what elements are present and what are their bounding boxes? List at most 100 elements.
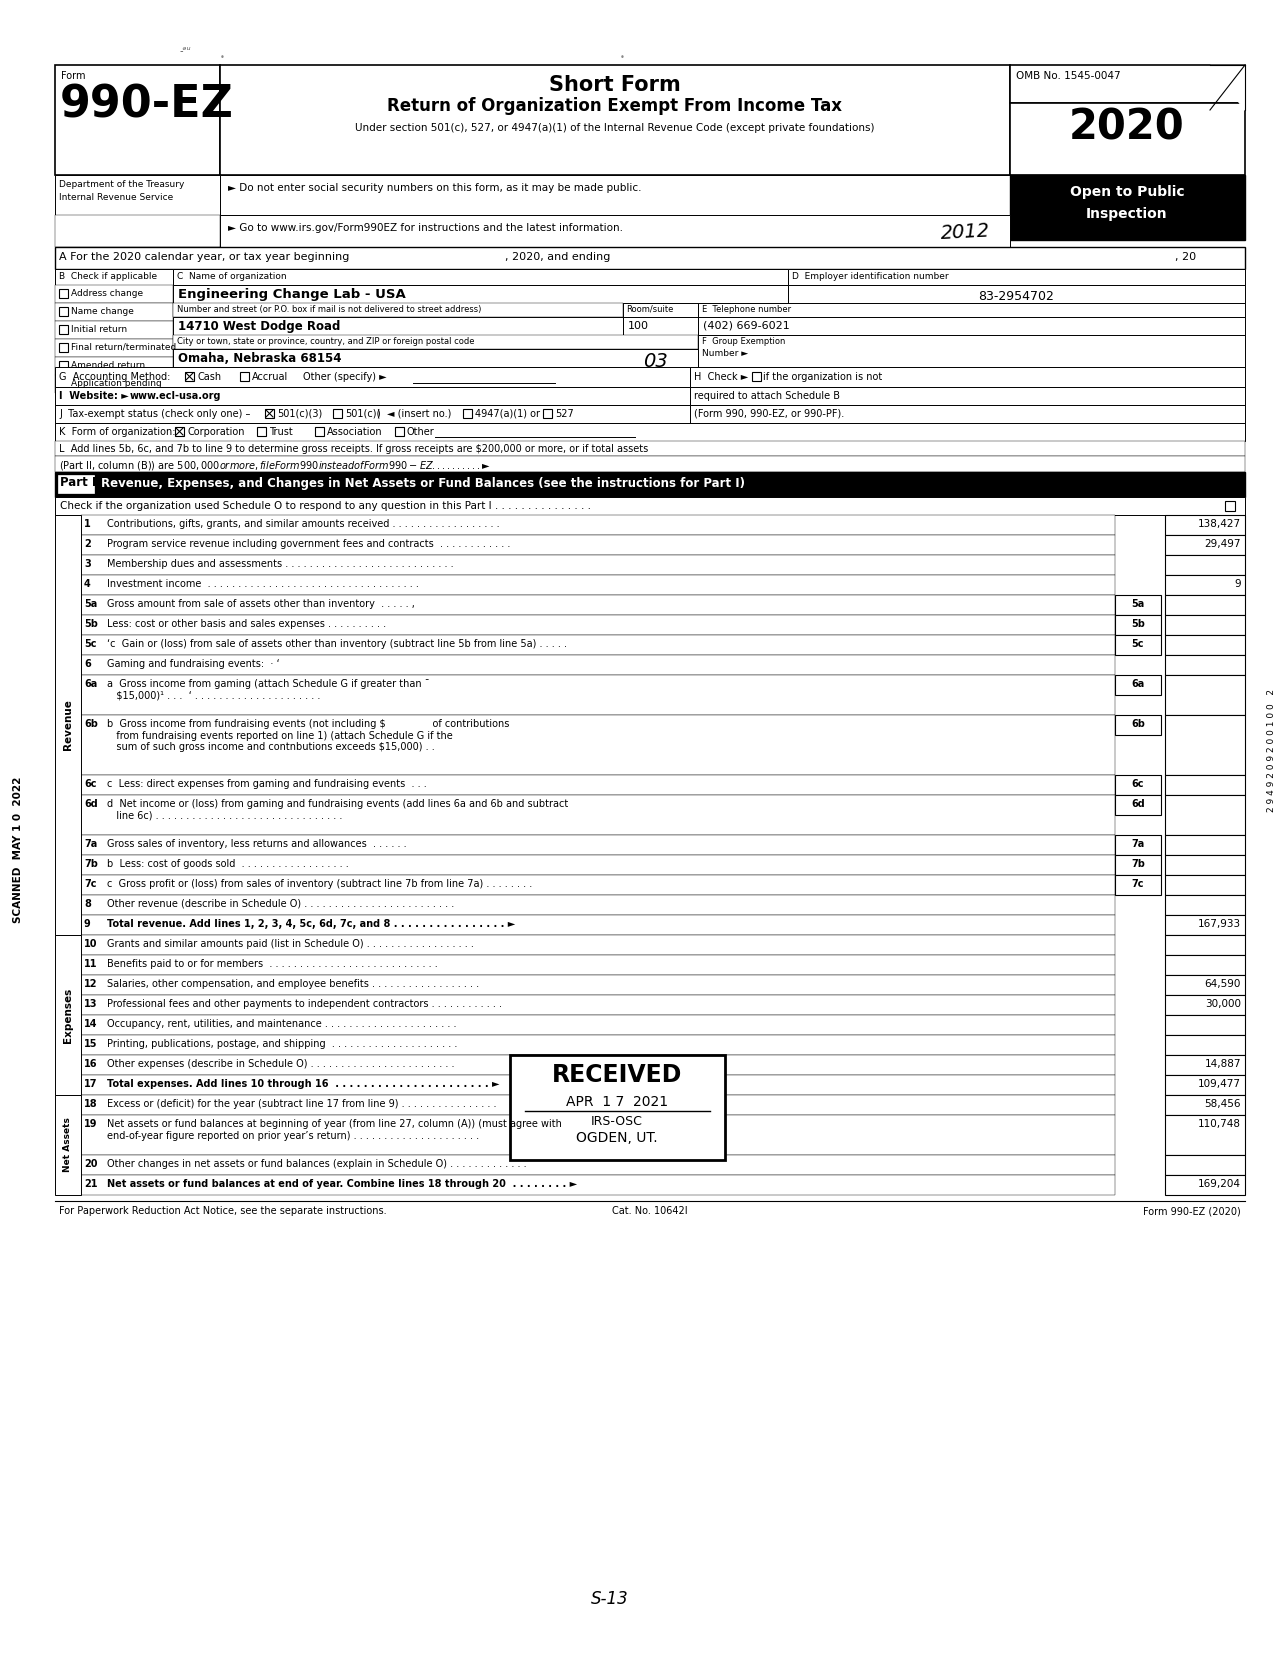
- Bar: [55, 175, 220, 215]
- Bar: [1166, 615, 1245, 635]
- Text: Program service revenue including government fees and contracts  . . . . . . . .: Program service revenue including govern…: [107, 539, 510, 549]
- Bar: [1166, 796, 1245, 835]
- Text: 527: 527: [555, 409, 573, 418]
- Text: Under section 501(c), 527, or 4947(a)(1) of the Internal Revenue Code (except pr: Under section 501(c), 527, or 4947(a)(1)…: [355, 122, 875, 132]
- Bar: [81, 675, 1115, 715]
- Bar: [1166, 1075, 1245, 1095]
- Text: Engineering Change Lab - USA: Engineering Change Lab - USA: [178, 288, 406, 301]
- Bar: [81, 635, 1115, 655]
- Bar: [1166, 835, 1245, 855]
- Text: Excess or (deficit) for the year (subtract line 17 from line 9) . . . . . . . . : Excess or (deficit) for the year (subtra…: [107, 1098, 496, 1108]
- Text: OMB No. 1545-0047: OMB No. 1545-0047: [1016, 71, 1121, 81]
- Text: Net assets or fund balances at beginning of year (from line 27, column (A)) (mus: Net assets or fund balances at beginning…: [107, 1120, 562, 1141]
- Text: IRS-OSC: IRS-OSC: [591, 1115, 643, 1128]
- Bar: [55, 65, 220, 175]
- Bar: [55, 442, 1245, 457]
- Text: 21: 21: [84, 1179, 98, 1189]
- Text: d  Net income or (loss) from gaming and fundraising events (add lines 6a and 6b : d Net income or (loss) from gaming and f…: [107, 799, 568, 820]
- Bar: [690, 405, 1245, 423]
- Text: 58,456: 58,456: [1204, 1098, 1242, 1108]
- Text: Internal Revenue Service: Internal Revenue Service: [59, 194, 174, 202]
- Bar: [81, 655, 1115, 675]
- Text: 7c: 7c: [1132, 878, 1144, 888]
- Bar: [1166, 1055, 1245, 1075]
- Text: , 2020, and ending: , 2020, and ending: [505, 251, 611, 261]
- Bar: [334, 409, 343, 418]
- Text: a  Gross income from gaming (attach Schedule G if greater than ¯
   $15,000)¹ . : a Gross income from gaming (attach Sched…: [107, 680, 430, 701]
- Text: 110,748: 110,748: [1198, 1120, 1242, 1130]
- Bar: [81, 534, 1115, 556]
- Bar: [1115, 615, 1160, 635]
- Bar: [1010, 65, 1245, 103]
- Text: Final return/terminated: Final return/terminated: [71, 342, 176, 352]
- Bar: [1115, 715, 1160, 734]
- Text: Printing, publications, postage, and shipping  . . . . . . . . . . . . . . . . .: Printing, publications, postage, and shi…: [107, 1039, 457, 1049]
- Bar: [1115, 635, 1160, 655]
- Text: Number ►: Number ►: [702, 349, 748, 357]
- Text: F  Group Exemption: F Group Exemption: [702, 337, 786, 346]
- Text: 6d: 6d: [84, 799, 98, 809]
- Bar: [55, 496, 1245, 514]
- Text: 19: 19: [84, 1120, 98, 1130]
- Text: Form 990-EZ (2020): Form 990-EZ (2020): [1144, 1206, 1242, 1216]
- Text: Revenue: Revenue: [63, 700, 73, 751]
- Bar: [510, 1055, 725, 1159]
- Text: 6d: 6d: [1131, 799, 1145, 809]
- Text: 30,000: 30,000: [1206, 999, 1242, 1009]
- Bar: [81, 595, 1115, 615]
- Text: 4947(a)(1) or: 4947(a)(1) or: [475, 409, 540, 418]
- Text: 100: 100: [629, 321, 649, 331]
- Text: 29,497: 29,497: [1204, 539, 1242, 549]
- Text: 11: 11: [84, 959, 98, 969]
- Bar: [55, 1095, 81, 1194]
- Text: C  Name of organization: C Name of organization: [176, 271, 287, 281]
- Text: Expenses: Expenses: [63, 987, 73, 1042]
- Text: 5c: 5c: [84, 638, 97, 648]
- Text: 6a: 6a: [1131, 680, 1145, 690]
- Bar: [1225, 501, 1235, 511]
- Bar: [55, 423, 1245, 442]
- Text: Room/suite: Room/suite: [626, 304, 674, 314]
- Text: 5c: 5c: [1132, 638, 1144, 648]
- Bar: [1115, 675, 1160, 695]
- Bar: [173, 349, 698, 367]
- Bar: [1166, 974, 1245, 996]
- Bar: [240, 372, 249, 380]
- Text: City or town, state or province, country, and ZIP or foreign postal code: City or town, state or province, country…: [176, 337, 474, 346]
- Bar: [81, 514, 1115, 534]
- Text: Inspection: Inspection: [1086, 207, 1168, 222]
- Text: E  Telephone number: E Telephone number: [702, 304, 791, 314]
- Text: 3: 3: [84, 559, 90, 569]
- Text: Investment income  . . . . . . . . . . . . . . . . . . . . . . . . . . . . . . .: Investment income . . . . . . . . . . . …: [107, 579, 419, 589]
- Bar: [81, 556, 1115, 576]
- Text: 9: 9: [1234, 579, 1242, 589]
- Bar: [1166, 1095, 1245, 1115]
- Bar: [55, 357, 173, 375]
- Bar: [1166, 655, 1245, 675]
- Bar: [788, 270, 1245, 284]
- Text: K  Form of organization:: K Form of organization:: [59, 427, 175, 437]
- Bar: [81, 796, 1115, 835]
- Text: (Form 990, 990-EZ, or 990-PF).: (Form 990, 990-EZ, or 990-PF).: [694, 409, 844, 418]
- Text: ‘c  Gain or (loss) from sale of assets other than inventory (subtract line 5b fr: ‘c Gain or (loss) from sale of assets ot…: [107, 638, 567, 648]
- Text: 14,887: 14,887: [1204, 1059, 1242, 1068]
- Bar: [698, 336, 1245, 367]
- Bar: [59, 289, 68, 298]
- Bar: [55, 246, 1245, 270]
- Text: 6b: 6b: [84, 719, 98, 729]
- Bar: [55, 387, 690, 405]
- Text: 990-EZ: 990-EZ: [61, 83, 234, 126]
- Bar: [58, 475, 94, 493]
- Text: 7b: 7b: [84, 858, 98, 868]
- Bar: [1010, 103, 1245, 175]
- Bar: [81, 1174, 1115, 1194]
- Text: 6b: 6b: [1131, 719, 1145, 729]
- Text: L  Add lines 5b, 6c, and 7b to line 9 to determine gross receipts. If gross rece: L Add lines 5b, 6c, and 7b to line 9 to …: [59, 443, 648, 453]
- Bar: [1166, 875, 1245, 895]
- Text: Amended return: Amended return: [71, 361, 146, 370]
- Bar: [623, 318, 698, 336]
- Text: if the organization is not: if the organization is not: [762, 372, 882, 382]
- Text: Initial return: Initial return: [71, 324, 128, 334]
- Text: Check if the organization used Schedule O to respond to any question in this Par: Check if the organization used Schedule …: [61, 501, 591, 511]
- Text: , 20: , 20: [1175, 251, 1197, 261]
